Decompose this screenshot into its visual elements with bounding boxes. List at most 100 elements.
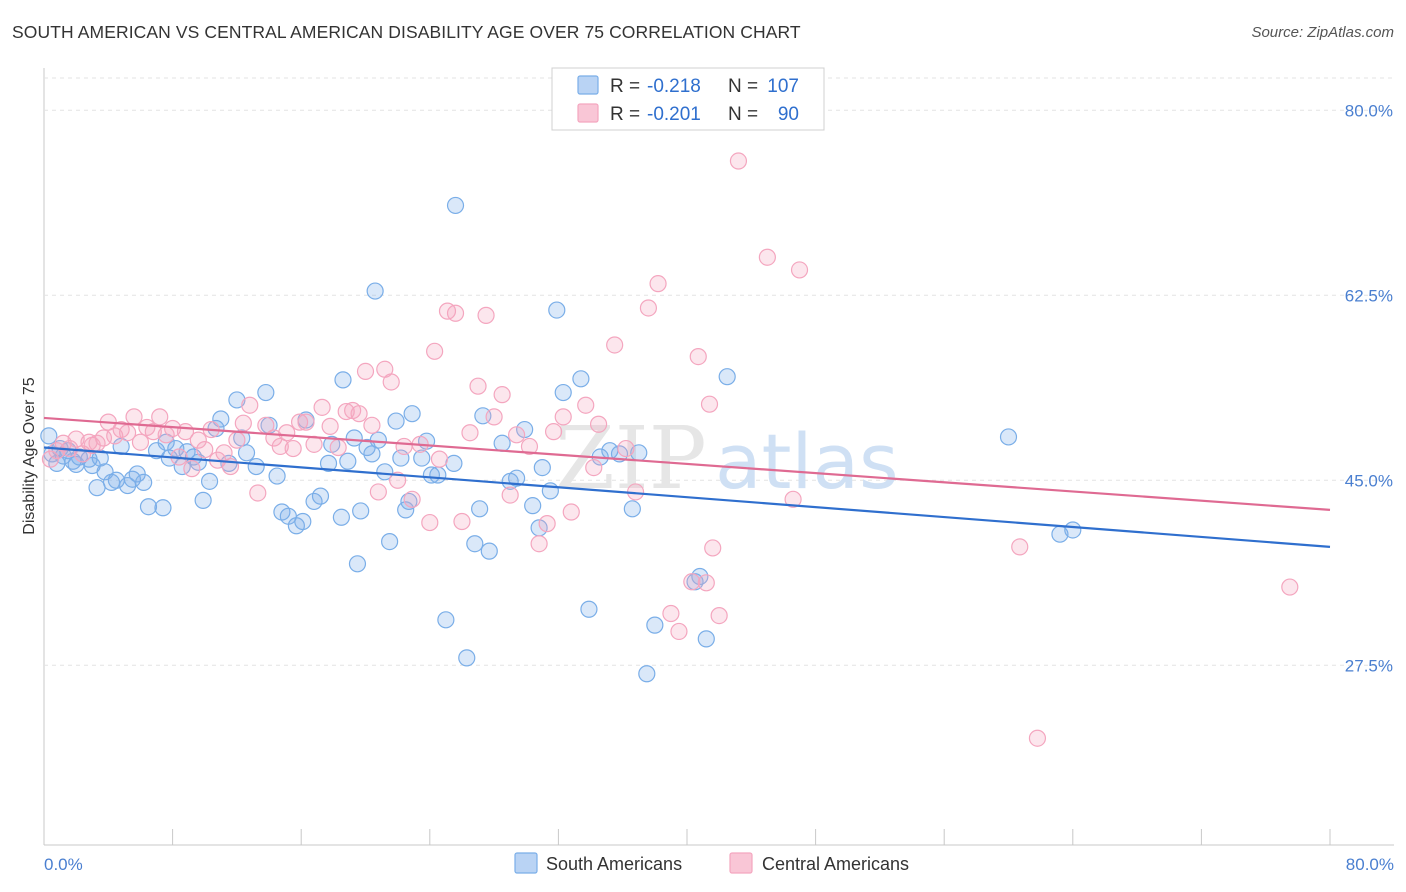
point-central-american [606, 336, 624, 354]
point-central-american [337, 402, 355, 421]
legend-n-label-central: N = [728, 104, 758, 125]
point-south-american [718, 368, 736, 386]
point-central-american [278, 424, 296, 442]
point-south-american [638, 665, 656, 683]
point-south-american [623, 500, 641, 518]
point-central-american [305, 435, 323, 453]
watermark-atlas: atlas [715, 417, 899, 506]
point-central-american [290, 413, 309, 431]
point-south-american [88, 479, 106, 497]
bottom-legend-label-central: Central Americans [762, 854, 909, 874]
point-central-american [41, 450, 60, 468]
point-central-american [477, 306, 495, 324]
point-central-american [689, 348, 707, 366]
point-central-american [271, 437, 289, 456]
point-central-american [446, 304, 465, 322]
point-south-american [200, 472, 219, 490]
point-central-american [710, 606, 728, 625]
point-central-american [421, 513, 439, 532]
point-south-american [352, 502, 370, 520]
point-south-american [376, 463, 394, 481]
point-central-american [758, 248, 776, 266]
point-south-american [154, 499, 172, 517]
point-central-american [700, 395, 719, 413]
point-central-american [284, 439, 302, 458]
point-central-american [501, 486, 519, 504]
point-south-american [348, 555, 367, 573]
point-south-american [334, 371, 352, 389]
point-central-american [662, 604, 680, 623]
point-south-american [294, 512, 312, 531]
point-south-american [697, 630, 715, 648]
point-south-american [311, 487, 330, 505]
point-south-american [381, 532, 399, 551]
point-central-american [585, 459, 603, 477]
point-central-american [356, 362, 375, 380]
point-central-american [544, 423, 563, 441]
point-central-american [485, 408, 503, 426]
point-south-american [128, 465, 146, 483]
point-central-american [183, 460, 201, 478]
point-central-american [228, 431, 246, 449]
top-legend: R = -0.218 N = 107 R = -0.201 N = 90 [551, 67, 825, 131]
point-central-american [784, 490, 802, 508]
point-south-american [480, 542, 498, 560]
point-south-american [458, 649, 476, 667]
point-central-american [562, 503, 580, 521]
point-central-american [196, 441, 214, 459]
point-south-american [147, 442, 166, 460]
point-south-american [123, 470, 142, 488]
point-south-american [403, 405, 421, 423]
point-central-american [589, 415, 608, 433]
point-central-american [144, 423, 162, 441]
legend-n-value-south: 107 [767, 76, 799, 97]
point-central-american [403, 490, 421, 508]
chart-title: SOUTH AMERICAN VS CENTRAL AMERICAN DISAB… [12, 22, 801, 42]
point-south-american [471, 500, 489, 518]
point-central-american [369, 483, 387, 501]
point-central-american [313, 398, 331, 416]
data-points [40, 152, 1299, 747]
point-central-american [350, 405, 368, 423]
point-south-american [554, 383, 572, 402]
point-central-american [249, 484, 267, 502]
legend-r-label-central: R = [610, 104, 640, 125]
legend-swatch-central [577, 103, 599, 123]
point-central-american [453, 512, 471, 531]
point-central-american [469, 377, 487, 395]
point-central-american [530, 535, 548, 553]
grid-lines [44, 77, 1394, 666]
point-south-american [445, 454, 463, 472]
point-central-american [241, 396, 259, 414]
point-central-american [683, 573, 701, 591]
point-central-american [790, 261, 809, 279]
point-central-american [670, 622, 688, 641]
point-central-american [151, 408, 169, 426]
y-tick-label: 27.5% [1345, 656, 1393, 675]
point-central-american [704, 539, 722, 557]
point-central-american [508, 426, 526, 444]
point-central-american [461, 424, 479, 442]
point-central-american [395, 437, 413, 456]
point-south-american [319, 454, 338, 472]
point-central-american [430, 450, 449, 468]
legend-r-label-south: R = [610, 76, 640, 97]
point-south-american [228, 391, 246, 409]
point-south-american [508, 469, 526, 487]
point-central-american [697, 574, 715, 592]
point-central-american [577, 396, 595, 414]
x-tick-label-max: 80.0% [1346, 855, 1394, 874]
legend-r-value-central: -0.201 [647, 104, 701, 125]
legend-n-value-central: 90 [778, 104, 799, 125]
y-tick-labels: 27.5% 45.0% 62.5% 80.0% [1345, 101, 1393, 675]
point-central-american [297, 413, 315, 431]
point-south-american [429, 466, 447, 484]
point-central-american [1281, 578, 1299, 596]
point-central-american [554, 408, 572, 426]
point-south-american [237, 444, 256, 462]
point-south-american [257, 383, 275, 402]
point-central-american [329, 438, 347, 457]
point-central-american [729, 152, 748, 170]
point-central-american [538, 515, 556, 533]
